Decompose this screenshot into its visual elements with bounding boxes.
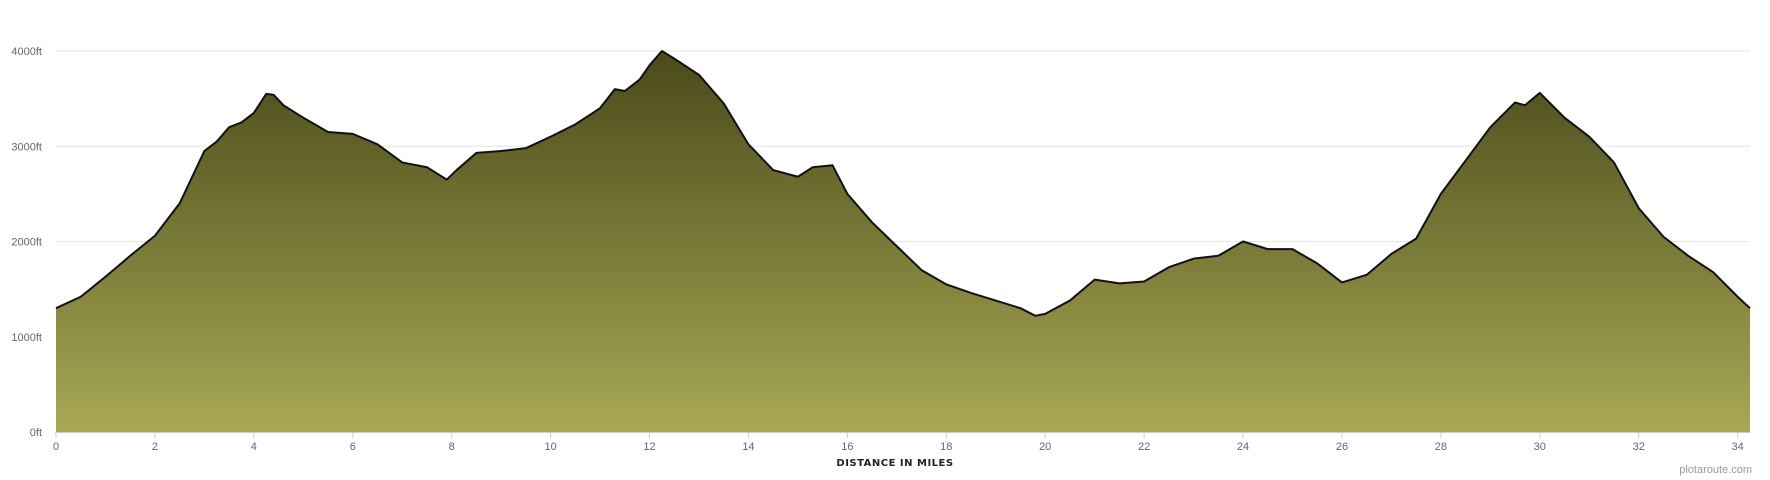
x-tick-label: 0 [53,441,59,453]
x-tick-label: 6 [350,441,356,453]
x-tick-label: 22 [1138,441,1150,453]
elevation-area [56,51,1750,432]
x-tick-label: 8 [449,441,455,453]
x-tick-label: 18 [940,441,952,453]
x-tick-label: 26 [1336,441,1348,453]
plot-area [55,50,1751,432]
x-tick-label: 20 [1039,441,1051,453]
x-tick-label: 24 [1237,441,1249,453]
x-tick-label: 14 [742,441,754,453]
x-tick-label: 12 [643,441,655,453]
elevation-line [55,50,1751,317]
x-tick-label: 2 [152,441,158,453]
x-tick-label: 10 [544,441,556,453]
x-axis: 0 2 4 6 8 10 12 14 16 18 20 22 24 26 28 30 32 34 [53,432,1750,453]
x-tick-label: 32 [1633,441,1645,453]
x-tick-label: 28 [1435,441,1447,453]
x-tick-label: 30 [1534,441,1546,453]
credit-text[interactable]: plotaroute.com [1679,464,1752,476]
x-axis-title: DISTANCE IN MILES [836,458,953,469]
x-tick-label: 4 [251,441,257,453]
y-tick-label: 2000ft [11,237,42,249]
y-tick-label: 0ft [30,427,42,439]
x-tick-label: 34 [1732,441,1744,453]
y-tick-label: 1000ft [11,332,42,344]
x-tick-label: 16 [841,441,853,453]
y-tick-label: 3000ft [11,141,42,153]
y-tick-label: 4000ft [11,46,42,58]
y-axis: 0ft 1000ft 2000ft 3000ft 4000ft [11,46,42,439]
